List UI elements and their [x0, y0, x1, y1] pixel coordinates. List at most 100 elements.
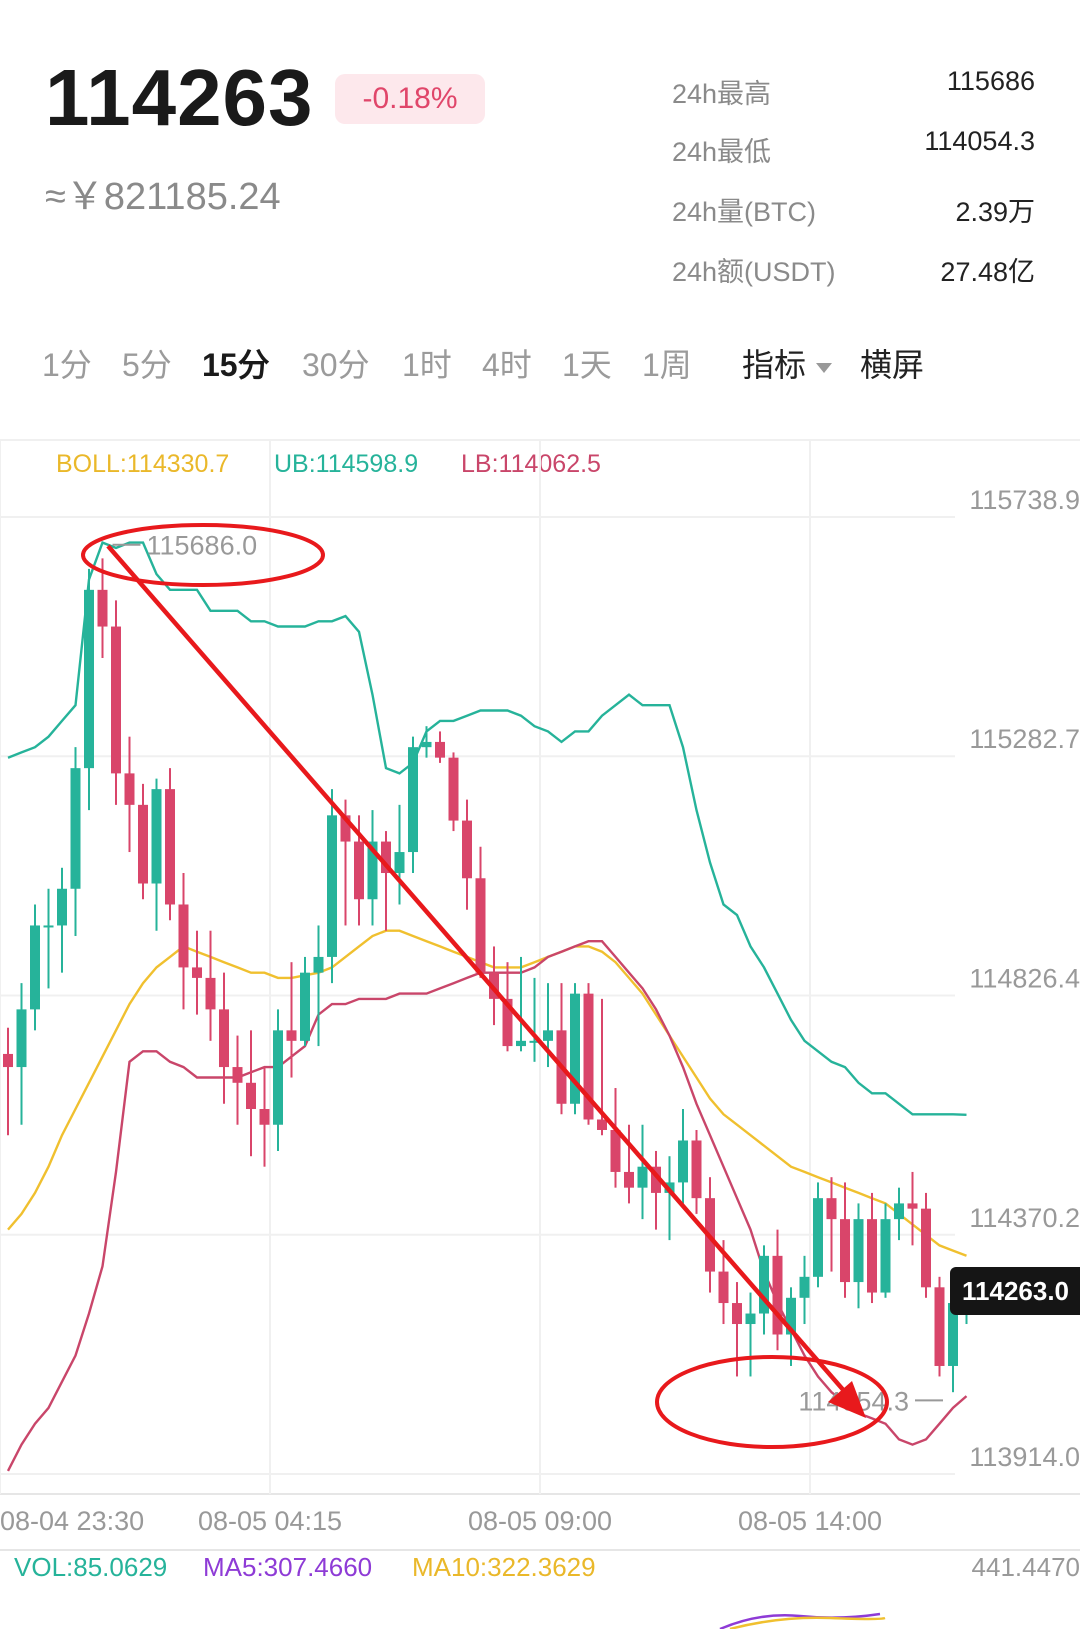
candle	[853, 1203, 864, 1309]
landscape-button[interactable]: 横屏	[860, 347, 925, 383]
candle	[97, 558, 108, 659]
candle-body	[813, 1198, 823, 1277]
candle-body	[408, 747, 418, 853]
y-tick-label: 115738.9	[969, 485, 1080, 515]
candle-body	[894, 1203, 904, 1220]
tab-5m[interactable]: 5分	[122, 347, 172, 383]
tab-30m[interactable]: 30分	[302, 347, 370, 383]
cny-price: ≈￥821185.24	[45, 176, 281, 218]
candle	[3, 1027, 13, 1136]
candle-body	[219, 1009, 229, 1068]
candle-body	[367, 841, 378, 900]
tab-1d[interactable]: 1天	[562, 347, 612, 383]
candle	[894, 1187, 904, 1241]
candle-body	[111, 626, 121, 774]
candle	[448, 752, 459, 832]
candle	[84, 568, 94, 811]
candle	[151, 778, 162, 931]
candle-body	[178, 904, 189, 968]
candle	[678, 1109, 688, 1204]
candle	[691, 1129, 702, 1214]
candle	[313, 925, 324, 1047]
candle	[435, 731, 445, 763]
candle	[111, 600, 121, 805]
candle	[610, 1088, 621, 1188]
candle-body	[340, 815, 351, 842]
volume-ma5-line	[719, 1612, 881, 1629]
candle-body	[921, 1208, 931, 1288]
candle	[259, 1067, 270, 1167]
boll-lower-legend: LB:114062.5	[461, 450, 601, 478]
boll-mid-legend: BOLL:114330.7	[56, 450, 230, 478]
high-marker-label: 115686.0	[147, 531, 258, 561]
tab-4h[interactable]: 4时	[482, 347, 532, 383]
candle	[880, 1203, 891, 1298]
x-tick-label: 08-05 14:00	[738, 1506, 882, 1536]
candle	[772, 1229, 783, 1351]
candle-body	[732, 1303, 742, 1325]
x-tick-label: 08-04 23:30	[0, 1506, 144, 1536]
vol-max-label: 441.4470	[971, 1552, 1080, 1582]
candle-body	[84, 589, 94, 769]
candle-body	[286, 1030, 297, 1041]
x-tick-label: 08-05 04:15	[198, 1506, 342, 1536]
trend-arrow-line	[106, 544, 854, 1402]
candle-body	[246, 1082, 256, 1110]
candle	[219, 972, 229, 1104]
candle-body	[448, 757, 459, 821]
indicator-dropdown[interactable]: 指标	[742, 340, 833, 386]
candle-body	[759, 1255, 769, 1314]
candle	[43, 888, 54, 989]
candle-body	[691, 1140, 702, 1199]
candle	[462, 799, 472, 910]
candle-body	[826, 1198, 837, 1220]
candle-body	[745, 1313, 756, 1325]
candle-body	[610, 1129, 621, 1172]
candle	[273, 1009, 283, 1151]
tab-1w[interactable]: 1周	[642, 347, 692, 383]
candle-body	[97, 589, 108, 627]
candle	[664, 1156, 675, 1241]
candle	[475, 846, 486, 978]
candle	[246, 1030, 256, 1157]
tab-1h[interactable]: 1时	[402, 347, 452, 383]
tab-15m[interactable]: 15分	[202, 347, 270, 383]
stat-label-volume: 24h量(BTC)	[672, 197, 817, 227]
candle	[138, 783, 148, 900]
candle	[408, 736, 418, 874]
candle	[516, 956, 526, 1052]
candle	[624, 1124, 634, 1204]
candle-body	[3, 1053, 13, 1068]
candle-body	[381, 841, 391, 874]
stat-label-high: 24h最高	[672, 79, 772, 109]
candle	[759, 1245, 769, 1335]
candle-body	[394, 852, 405, 874]
candle	[421, 726, 432, 758]
candle-body	[543, 1030, 553, 1041]
candle	[232, 1035, 243, 1125]
tab-1m[interactable]: 1分	[42, 347, 92, 383]
ma10-legend: MA10:322.3629	[412, 1552, 596, 1582]
volume-panel	[719, 1612, 886, 1629]
candle	[286, 962, 297, 1078]
current-price: 114263	[45, 53, 314, 142]
candle-body	[327, 815, 337, 957]
candle-body	[57, 888, 67, 926]
stat-value-high: 115686	[946, 66, 1035, 96]
y-tick-label: 113914.0	[969, 1442, 1080, 1472]
candle-body	[583, 993, 594, 1120]
boll-mid-line	[7, 929, 967, 1257]
candle-body	[880, 1219, 891, 1293]
x-tick-label: 08-05 09:00	[468, 1506, 612, 1536]
candle	[813, 1182, 823, 1288]
candle	[165, 768, 175, 921]
candle-body	[462, 820, 472, 879]
candle	[583, 983, 594, 1125]
y-axis-ticks: 115738.9 115282.7 114826.4 114370.2 113914.0	[969, 485, 1080, 1472]
stat-label-low: 24h最低	[672, 137, 772, 167]
candle	[394, 804, 405, 905]
candle	[30, 904, 40, 1031]
candle-body	[192, 967, 202, 978]
candle-body	[43, 925, 54, 928]
